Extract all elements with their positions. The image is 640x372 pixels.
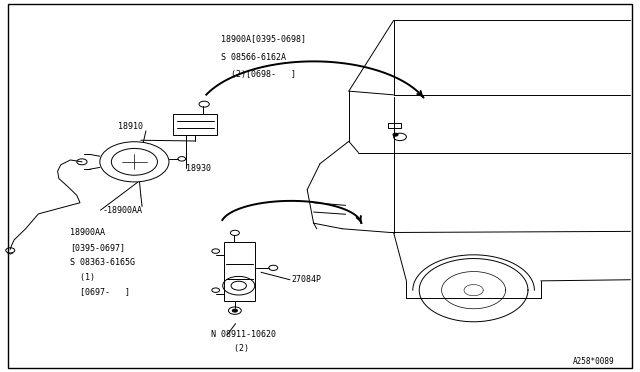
Text: 18930: 18930 (186, 164, 211, 173)
Text: (2): (2) (224, 344, 249, 353)
Text: 27084P: 27084P (291, 275, 321, 284)
Text: S 08363-6165G: S 08363-6165G (70, 258, 136, 267)
Text: (1): (1) (70, 273, 95, 282)
Bar (173, 114, 217, 135)
Text: A258*0089: A258*0089 (573, 357, 614, 366)
Text: [0395-0697]: [0395-0697] (70, 243, 125, 252)
Text: N 08911-10620: N 08911-10620 (211, 330, 276, 339)
Bar (388, 123, 401, 128)
Bar (224, 242, 255, 301)
Text: (2)[0698-   ]: (2)[0698- ] (221, 70, 296, 79)
Circle shape (232, 309, 237, 312)
Text: -18900AA: -18900AA (102, 206, 143, 215)
Text: 18900AA: 18900AA (70, 228, 106, 237)
Text: 18910: 18910 (118, 122, 143, 131)
Text: 18900A[0395-0698]: 18900A[0395-0698] (221, 35, 306, 44)
Text: S 08566-6162A: S 08566-6162A (221, 53, 286, 62)
Circle shape (393, 133, 398, 136)
Text: [0697-   ]: [0697- ] (70, 288, 131, 296)
